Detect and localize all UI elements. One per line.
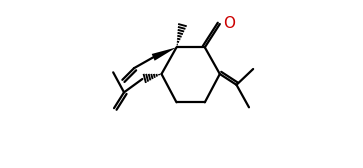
Polygon shape [152,47,176,61]
Text: O: O [224,16,236,31]
